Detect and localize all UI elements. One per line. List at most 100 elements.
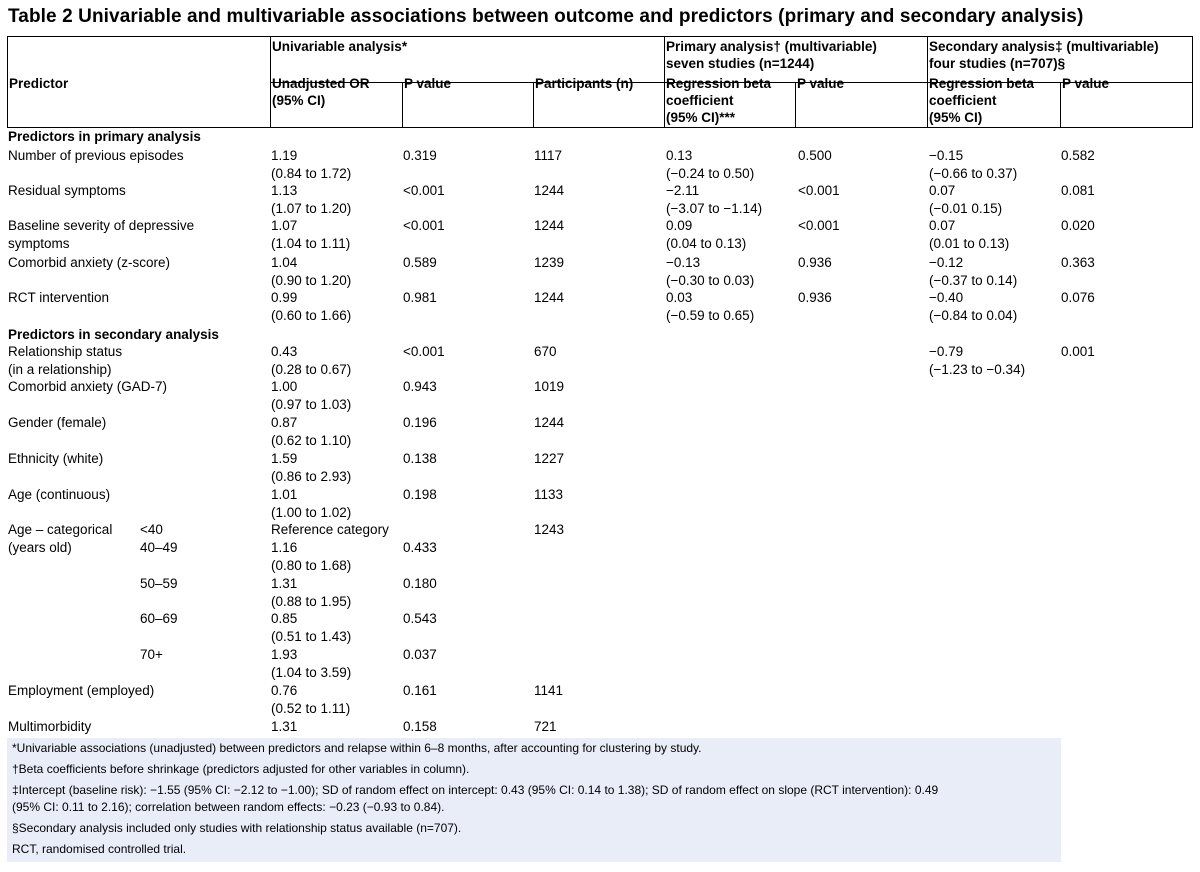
footnote: †Beta coefficients before shrinkage (pre… xyxy=(12,762,470,776)
subgroup-cell: 60–69 xyxy=(140,611,178,626)
odds-ratio-cell: 0.99 (0.60 to 1.66) xyxy=(271,290,352,323)
p-value-primary-cell: <0.001 xyxy=(798,218,840,233)
footnote: §Secondary analysis included only studie… xyxy=(12,821,462,835)
odds-ratio-cell: 1.93 (1.04 to 3.59) xyxy=(271,647,352,680)
odds-ratio-cell: 1.59 (0.86 to 2.93) xyxy=(271,451,352,484)
participants-cell: 1133 xyxy=(534,487,564,502)
p-value-cell: 0.981 xyxy=(403,290,437,305)
beta-primary-cell: −2.11 (−3.07 to −1.14) xyxy=(666,183,763,216)
section-primary-predictors: Predictors in primary analysis xyxy=(8,129,201,144)
p-value-cell: 0.198 xyxy=(403,487,437,502)
p-value-secondary-cell: 0.020 xyxy=(1061,218,1095,233)
beta-primary-cell: 0.13 (−0.24 to 0.50) xyxy=(666,148,755,181)
predictor-cell: Relationship status (in a relationship) xyxy=(8,344,123,377)
header-p-value: P value xyxy=(797,76,845,91)
participants-cell: 1244 xyxy=(534,218,565,233)
p-value-cell: 0.319 xyxy=(403,148,437,163)
header-p-value: P value xyxy=(404,76,452,91)
p-value-cell: 0.138 xyxy=(403,451,437,466)
footnote: RCT, randomised controlled trial. xyxy=(12,842,187,856)
footnote: *Univariable associations (unadjusted) b… xyxy=(12,741,702,755)
header-beta-secondary: Regression beta coefficient (95% CI) xyxy=(929,76,1035,125)
participants-cell: 1244 xyxy=(534,415,565,430)
header-predictor: Predictor xyxy=(9,76,69,91)
odds-ratio-cell: 0.87 (0.62 to 1.10) xyxy=(271,415,352,448)
header-secondary: Secondary analysis‡ (multivariable) four… xyxy=(929,39,1159,71)
table-title: Table 2 Univariable and multivariable as… xyxy=(8,6,1084,27)
p-value-primary-cell: 0.500 xyxy=(798,148,832,163)
odds-ratio-cell: 1.07 (1.04 to 1.11) xyxy=(271,218,351,251)
header-col-line xyxy=(795,82,796,128)
odds-ratio-cell: 1.31 xyxy=(271,719,298,734)
beta-secondary-cell: −0.40 (−0.84 to 0.04) xyxy=(929,290,1018,323)
participants-cell: 1244 xyxy=(534,290,565,305)
header-col-line xyxy=(1060,82,1061,128)
header-col-line xyxy=(927,36,928,128)
table-footnotes: *Univariable associations (unadjusted) b… xyxy=(7,738,1061,862)
p-value-cell: 0.433 xyxy=(403,540,437,555)
participants-cell: 721 xyxy=(534,719,557,734)
p-value-cell: 0.943 xyxy=(403,379,437,394)
beta-primary-cell: 0.09 (0.04 to 0.13) xyxy=(666,218,747,251)
header-divider xyxy=(270,82,1193,83)
participants-cell: 1227 xyxy=(534,451,565,466)
beta-secondary-cell: −0.15 (−0.66 to 0.37) xyxy=(929,148,1018,181)
predictor-cell: Age – categorical (years old) xyxy=(8,522,113,555)
odds-ratio-cell: 1.13 (1.07 to 1.20) xyxy=(271,183,352,216)
predictor-cell: Age (continuous) xyxy=(8,487,111,502)
p-value-cell: <0.001 xyxy=(403,183,445,198)
odds-ratio-cell: 0.76 (0.52 to 1.11) xyxy=(271,683,351,716)
p-value-secondary-cell: 0.081 xyxy=(1061,183,1095,198)
participants-cell: 1244 xyxy=(534,183,565,198)
p-value-primary-cell: <0.001 xyxy=(798,183,840,198)
participants-cell: 1141 xyxy=(534,683,564,698)
odds-ratio-cell: 1.16 (0.80 to 1.68) xyxy=(271,540,352,573)
header-p-value: P value xyxy=(1062,76,1110,91)
p-value-cell: <0.001 xyxy=(403,218,445,233)
header-col-line xyxy=(402,82,403,128)
predictor-cell: Multimorbidity xyxy=(8,719,92,734)
p-value-cell: 0.161 xyxy=(403,683,437,698)
header-col-line xyxy=(664,36,665,128)
beta-secondary-cell: −0.79 (−1.23 to −0.34) xyxy=(929,344,1026,377)
participants-cell: 1243 xyxy=(534,522,565,537)
beta-secondary-cell: 0.07 (0.01 to 0.13) xyxy=(929,218,1010,251)
p-value-cell: 0.158 xyxy=(403,719,437,734)
odds-ratio-cell: 1.04 (0.90 to 1.20) xyxy=(271,255,352,288)
predictor-cell: Gender (female) xyxy=(8,415,107,430)
p-value-secondary-cell: 0.363 xyxy=(1061,255,1095,270)
participants-cell: 670 xyxy=(534,344,557,359)
header-participants: Participants (n) xyxy=(535,76,634,91)
beta-secondary-cell: 0.07 (−0.01 0.15) xyxy=(929,183,1003,216)
beta-primary-cell: −0.13 (−0.30 to 0.03) xyxy=(666,255,755,288)
header-unadjusted-or: Unadjusted OR (95% CI) xyxy=(272,76,370,108)
predictor-cell: Comorbid anxiety (GAD-7) xyxy=(8,379,168,394)
participants-cell: 1019 xyxy=(534,379,565,394)
predictor-cell: Ethnicity (white) xyxy=(8,451,104,466)
odds-ratio-cell: 1.31 (0.88 to 1.95) xyxy=(271,576,352,609)
odds-ratio-cell: 0.43 (0.28 to 0.67) xyxy=(271,344,352,377)
odds-ratio-cell: 1.19 (0.84 to 1.72) xyxy=(271,148,352,181)
beta-primary-cell: 0.03 (−0.59 to 0.65) xyxy=(666,290,755,323)
p-value-secondary-cell: 0.582 xyxy=(1061,148,1095,163)
subgroup-cell: <40 xyxy=(140,522,163,537)
predictor-cell: Residual symptoms xyxy=(8,183,126,198)
p-value-cell: <0.001 xyxy=(403,344,445,359)
p-value-cell: 0.196 xyxy=(403,415,437,430)
header-col-line xyxy=(533,82,534,128)
p-value-primary-cell: 0.936 xyxy=(798,255,832,270)
subgroup-cell: 70+ xyxy=(140,647,163,662)
odds-ratio-cell: 0.85 (0.51 to 1.43) xyxy=(271,611,352,644)
participants-cell: 1117 xyxy=(534,148,563,163)
header-col-line xyxy=(270,36,271,128)
section-secondary-predictors: Predictors in secondary analysis xyxy=(8,327,219,342)
odds-ratio-cell: Reference category xyxy=(271,522,389,537)
predictor-cell: Number of previous episodes xyxy=(8,148,184,163)
p-value-cell: 0.037 xyxy=(403,647,437,662)
p-value-secondary-cell: 0.076 xyxy=(1061,290,1095,305)
participants-cell: 1239 xyxy=(534,255,565,270)
p-value-cell: 0.589 xyxy=(403,255,437,270)
predictor-cell: Baseline severity of depressive symptoms xyxy=(8,218,195,251)
header-univariable: Univariable analysis* xyxy=(272,39,408,54)
header-primary: Primary analysis† (multivariable) seven … xyxy=(666,39,877,71)
